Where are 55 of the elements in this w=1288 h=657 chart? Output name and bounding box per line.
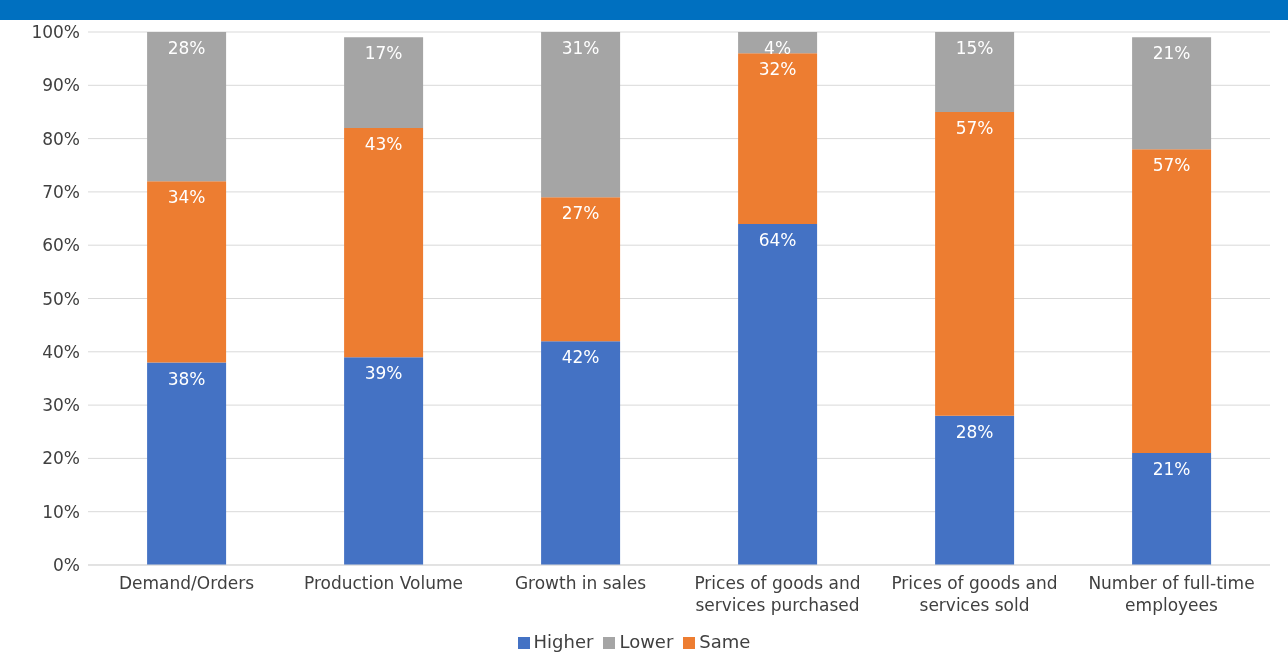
data-label: 38% bbox=[167, 368, 206, 389]
data-label: 21% bbox=[1152, 43, 1191, 64]
x-tick-label: Production Volume bbox=[303, 573, 464, 593]
bar bbox=[541, 32, 621, 198]
data-label: 27% bbox=[561, 203, 600, 224]
y-tick-label: 0% bbox=[53, 555, 80, 576]
legend-label: Same bbox=[699, 631, 751, 652]
bar bbox=[344, 37, 424, 128]
bar bbox=[1132, 37, 1212, 150]
x-tick-label: Prices of goods and services sold bbox=[891, 573, 1058, 615]
x-tick-label: Growth in sales bbox=[514, 573, 647, 593]
bar bbox=[738, 223, 818, 565]
data-label: 32% bbox=[758, 59, 797, 80]
data-label: 17% bbox=[364, 43, 403, 64]
x-tick-label: Demand/Orders bbox=[119, 573, 255, 593]
bar bbox=[147, 362, 227, 565]
data-label: 64% bbox=[758, 229, 797, 250]
legend-label: Lower bbox=[619, 631, 674, 652]
bar bbox=[344, 127, 424, 358]
x-tick-label: Prices of goods and services purchased bbox=[694, 573, 861, 615]
data-label: 57% bbox=[1152, 155, 1191, 176]
y-tick-label: 60% bbox=[42, 235, 80, 256]
y-tick-label: 30% bbox=[42, 395, 80, 416]
data-label: 4% bbox=[764, 38, 792, 59]
y-tick-label: 40% bbox=[42, 341, 80, 362]
bar bbox=[935, 32, 1015, 112]
bar bbox=[344, 357, 424, 565]
y-tick-label: 70% bbox=[42, 181, 80, 202]
data-label: 15% bbox=[955, 38, 994, 59]
data-label: 21% bbox=[1152, 459, 1191, 480]
y-tick-label: 50% bbox=[42, 288, 80, 309]
bar bbox=[935, 111, 1015, 416]
bar bbox=[1132, 149, 1212, 454]
bar bbox=[541, 341, 621, 565]
data-label: 43% bbox=[364, 134, 403, 155]
bar bbox=[541, 197, 621, 342]
y-tick-label: 20% bbox=[42, 448, 80, 469]
y-tick-label: 10% bbox=[42, 501, 80, 522]
data-label: 28% bbox=[955, 421, 994, 442]
data-label: 31% bbox=[561, 38, 600, 59]
y-tick-label: 80% bbox=[42, 128, 80, 149]
data-label: 42% bbox=[561, 347, 600, 368]
data-label: 34% bbox=[167, 187, 206, 208]
bar bbox=[935, 415, 1015, 565]
data-label: 57% bbox=[955, 118, 994, 139]
data-label: 39% bbox=[364, 363, 403, 384]
data-label: 28% bbox=[167, 38, 206, 59]
bar bbox=[738, 53, 818, 224]
legend-label: Higher bbox=[533, 631, 594, 652]
bar bbox=[1132, 453, 1212, 565]
bar bbox=[147, 181, 227, 363]
y-tick-label: 100% bbox=[31, 22, 80, 43]
bar bbox=[147, 32, 227, 182]
x-tick-label: Number of full-time employees bbox=[1088, 573, 1255, 615]
y-tick-label: 90% bbox=[42, 75, 80, 96]
